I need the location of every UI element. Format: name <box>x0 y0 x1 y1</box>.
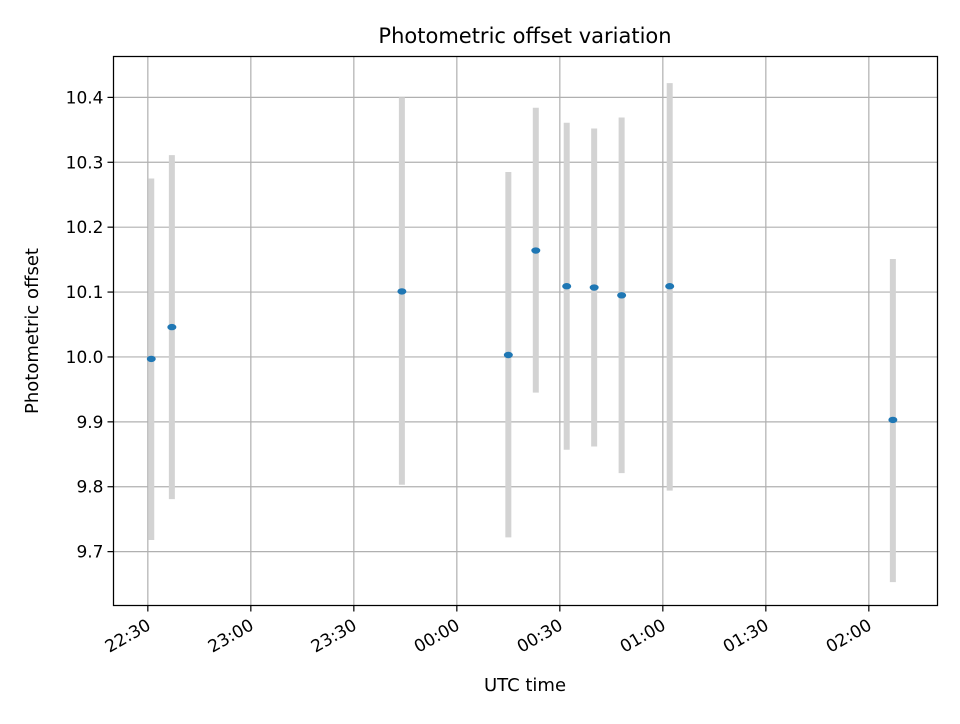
y-tick-label: 10.4 <box>66 88 104 108</box>
data-point <box>589 284 599 291</box>
data-points <box>146 247 898 424</box>
data-point <box>167 323 177 331</box>
data-point <box>146 355 156 363</box>
y-tick-label: 10.0 <box>66 348 104 368</box>
data-point <box>397 288 407 295</box>
data-point <box>617 292 627 299</box>
y-tick-label: 10.3 <box>66 153 104 173</box>
plot-frame <box>112 55 939 607</box>
data-point <box>665 283 675 290</box>
y-tick-label: 9.8 <box>76 478 103 498</box>
data-point <box>531 247 541 254</box>
data-point <box>888 416 898 424</box>
data-point <box>562 283 572 290</box>
y-tick-label: 10.1 <box>66 283 104 303</box>
y-tick-label: 9.7 <box>76 543 103 563</box>
y-axis: 9.7 9.8 9.9 10.0 10.1 10.2 10.3 10.4 <box>66 88 114 563</box>
y-tick-label: 10.2 <box>66 218 104 238</box>
y-axis-label: Photometric offset <box>22 248 43 414</box>
y-tick-label: 9.9 <box>76 413 103 433</box>
grid <box>113 56 938 606</box>
chart-title: Photometric offset variation <box>378 24 671 48</box>
data-point <box>503 351 513 359</box>
x-axis-label: UTC time <box>484 675 566 696</box>
